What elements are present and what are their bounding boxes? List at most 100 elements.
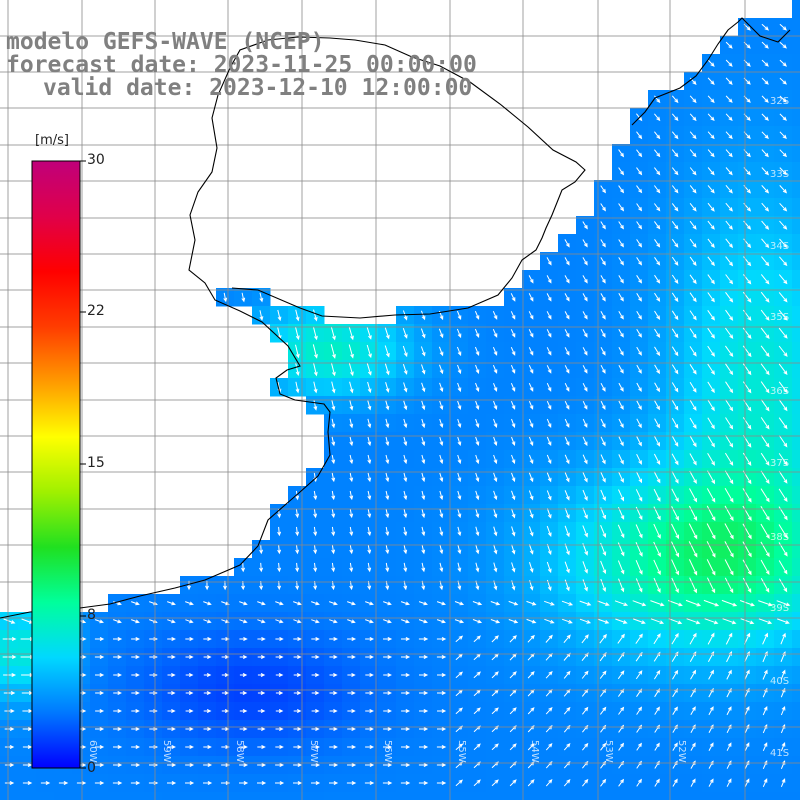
wind-arrow <box>456 328 462 339</box>
speed-cell <box>792 216 800 235</box>
wind-arrow <box>706 523 716 540</box>
wind-arrow <box>636 418 642 429</box>
wind-arrow <box>528 490 534 501</box>
wind-arrow <box>762 705 768 716</box>
wind-arrow <box>742 505 752 522</box>
wind-arrow <box>563 634 571 644</box>
wind-arrow <box>671 400 679 411</box>
wind-arrow <box>439 490 444 501</box>
wind-arrow <box>437 691 447 695</box>
wind-arrow <box>706 505 716 522</box>
wind-arrow <box>546 347 552 356</box>
wind-arrow <box>600 347 606 356</box>
wind-arrow <box>4 727 15 731</box>
wind-arrow <box>439 418 444 428</box>
speed-cell <box>792 720 800 739</box>
wind-arrow <box>403 490 408 501</box>
wind-arrow <box>725 184 733 194</box>
wind-arrow <box>671 418 679 429</box>
wind-arrow <box>528 293 534 302</box>
wind-arrow <box>545 779 553 787</box>
wind-arrow <box>685 599 702 607</box>
wind-arrow <box>420 328 426 339</box>
speed-cell <box>162 792 181 800</box>
speed-cell <box>504 792 523 800</box>
wind-arrow <box>760 399 770 412</box>
wind-arrow <box>295 344 300 359</box>
wind-arrow <box>780 632 786 645</box>
wind-arrow <box>707 167 715 176</box>
wind-arrow <box>690 706 696 716</box>
wind-arrow <box>690 669 697 680</box>
wind-arrow <box>725 256 734 267</box>
wind-arrow <box>510 346 516 356</box>
wind-arrow <box>671 632 679 645</box>
wind-arrow <box>491 743 499 751</box>
wind-arrow <box>707 238 715 249</box>
wind-arrow <box>654 364 660 375</box>
wind-arrow <box>689 256 697 267</box>
wind-arrow <box>689 417 697 429</box>
wind-arrow <box>275 637 284 641</box>
wind-arrow <box>689 381 697 393</box>
wind-arrow <box>654 436 661 447</box>
speed-cell <box>144 792 163 800</box>
speed-cell <box>792 234 800 253</box>
wind-arrow <box>671 541 679 558</box>
wind-arrow <box>761 149 769 158</box>
wind-arrow <box>493 436 498 446</box>
wind-arrow <box>492 347 498 356</box>
wind-arrow <box>418 763 429 767</box>
wind-arrow <box>131 745 141 749</box>
wind-arrow <box>2 637 17 641</box>
wind-arrow <box>491 707 499 715</box>
wind-arrow <box>615 618 628 624</box>
wind-arrow <box>527 671 535 679</box>
wind-arrow <box>239 619 248 624</box>
wind-arrow <box>707 95 715 104</box>
speed-cell <box>792 468 800 487</box>
wind-arrow <box>761 95 769 103</box>
wind-arrow <box>475 490 480 501</box>
model-title: modelo GEFS-WAVE (NCEP) <box>6 29 325 55</box>
wind-arrow <box>654 149 661 158</box>
wind-arrow <box>725 202 733 212</box>
wind-arrow <box>708 778 714 787</box>
wind-arrow <box>742 488 752 503</box>
wind-arrow <box>491 635 499 643</box>
wind-arrow <box>636 328 642 338</box>
speed-cell <box>792 504 800 523</box>
speed-cell <box>414 792 433 800</box>
wind-arrow <box>313 562 318 573</box>
wind-arrow <box>618 311 624 320</box>
wind-arrow <box>725 77 733 85</box>
colorbar-tick-0: 0 <box>87 760 96 776</box>
speed-cell <box>126 792 145 800</box>
wind-arrow <box>436 745 447 749</box>
wind-arrow <box>203 763 213 767</box>
wind-arrow <box>94 619 104 624</box>
speed-cell <box>684 792 703 800</box>
wind-arrow <box>203 781 213 785</box>
wind-arrow <box>654 778 660 787</box>
wind-arrow <box>474 328 480 338</box>
wind-arrow <box>706 541 716 558</box>
speed-cell <box>54 792 73 800</box>
wind-arrow <box>776 600 791 607</box>
wind-arrow <box>761 59 769 67</box>
wind-arrow <box>761 256 770 267</box>
wind-arrow <box>780 778 786 787</box>
wind-arrow <box>365 727 374 731</box>
wind-arrow <box>511 562 516 573</box>
wind-arrow <box>546 365 552 374</box>
wind-arrow <box>671 453 679 466</box>
wind-arrow <box>671 488 679 503</box>
wind-arrow <box>439 562 444 573</box>
wind-arrow <box>671 149 679 158</box>
wind-arrow <box>671 346 679 357</box>
speed-cell <box>792 630 800 649</box>
wind-arrow <box>618 293 624 302</box>
wind-arrow <box>528 329 534 338</box>
wind-arrow <box>347 691 356 695</box>
wind-arrow <box>113 745 123 749</box>
